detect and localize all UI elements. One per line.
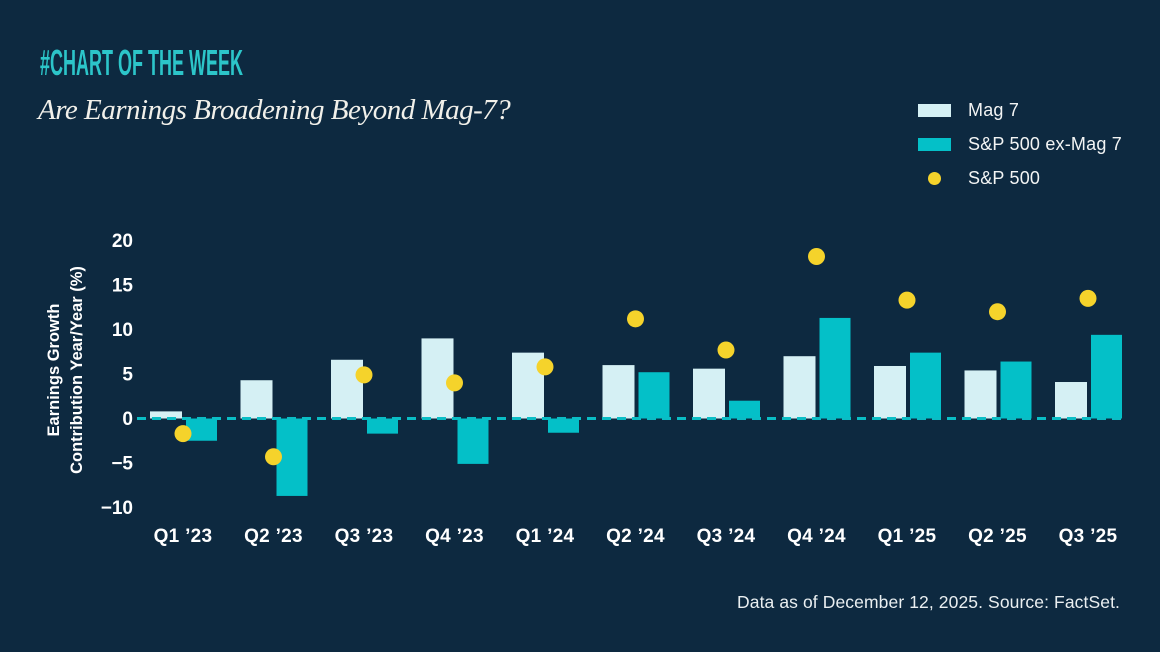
y-tick-label: 10 <box>112 320 133 341</box>
y-tick-label: 0 <box>122 409 133 430</box>
bar-mag7-2 <box>331 359 363 419</box>
x-tick-label: Q4 ’24 <box>787 526 846 547</box>
dot-sp500-0 <box>174 425 192 443</box>
dot-sp500-9 <box>989 303 1006 321</box>
legend-label: S&P 500 ex-Mag 7 <box>968 133 1122 154</box>
dot-sp500-5 <box>627 310 644 328</box>
x-tick-label: Q1 ’23 <box>154 526 213 547</box>
dot-sp500-1 <box>265 448 282 466</box>
bar-mag7-8 <box>874 365 906 419</box>
dot-sp500-2 <box>355 366 373 384</box>
dot-sp500-10 <box>1079 289 1097 307</box>
bar-sp500-ex-mag7-0 <box>186 418 217 441</box>
mag7-swatch-icon <box>918 103 951 117</box>
bar-mag7-10 <box>1055 382 1087 419</box>
x-tick-label: Q4 ’23 <box>425 526 484 547</box>
y-tick-label: −5 <box>111 454 133 475</box>
y-tick-label: 20 <box>112 231 133 252</box>
legend-item-sp500: S&P 500 <box>918 168 1122 188</box>
bar-sp500-ex-mag7-5 <box>638 372 670 419</box>
sp500-ex-mag7-swatch-icon <box>918 137 951 151</box>
y-tick-label: 5 <box>122 365 133 386</box>
bar-sp500-ex-mag7-10 <box>1091 334 1122 419</box>
dot-sp500-6 <box>717 341 735 359</box>
bar-mag7-7 <box>783 356 816 419</box>
bar-mag7-5 <box>602 365 635 419</box>
x-tick-label: Q3 ’25 <box>1059 526 1118 547</box>
chart-legend: Mag 7 S&P 500 ex-Mag 7 S&P 500 <box>918 100 1122 188</box>
bar-mag7-6 <box>693 368 725 419</box>
bar-sp500-ex-mag7-9 <box>1000 361 1032 419</box>
legend-item-mag7: Mag 7 <box>918 100 1122 120</box>
y-tick-label: 15 <box>112 276 134 297</box>
dot-sp500-4 <box>536 358 554 376</box>
dot-sp500-8 <box>898 291 916 309</box>
bar-mag7-0 <box>150 411 182 419</box>
dot-sp500-7 <box>808 248 825 266</box>
x-tick-label: Q3 ’24 <box>697 526 756 547</box>
sp500-dot-icon <box>928 171 941 185</box>
sp500-dot-swatch-wrap <box>918 171 951 185</box>
bar-sp500-ex-mag7-7 <box>819 317 851 419</box>
y-tick-label: −10 <box>101 498 133 519</box>
y-axis-title-line2: Contribution Year/Year (%) <box>68 266 86 474</box>
y-axis-title: Earnings Growth Contribution Year/Year (%… <box>45 266 86 474</box>
page-kicker: #CHART OF THE WEEK <box>40 42 244 83</box>
x-tick-label: Q2 ’23 <box>244 526 303 547</box>
x-tick-label: Q1 ’24 <box>516 526 575 547</box>
source-note: Data as of December 12, 2025. Source: Fa… <box>737 592 1120 612</box>
legend-item-sp500-ex-mag7: S&P 500 ex-Mag 7 <box>918 134 1122 154</box>
legend-label: S&P 500 <box>968 167 1041 188</box>
bar-sp500-ex-mag7-6 <box>729 400 760 419</box>
x-tick-label: Q3 ’23 <box>335 526 394 547</box>
x-tick-label: Q2 ’24 <box>606 526 665 547</box>
x-tick-label: Q1 ’25 <box>878 526 937 547</box>
bar-sp500-ex-mag7-2 <box>367 418 398 434</box>
bar-sp500-ex-mag7-8 <box>910 352 941 419</box>
y-axis-title-line1: Earnings Growth <box>45 304 63 437</box>
bar-mag7-9 <box>964 370 997 419</box>
bar-sp500-ex-mag7-4 <box>548 418 579 433</box>
dot-sp500-3 <box>446 374 463 392</box>
page-title: Are Earnings Broadening Beyond Mag-7? <box>38 94 511 126</box>
bar-mag7-1 <box>240 380 273 419</box>
legend-label: Mag 7 <box>968 99 1020 120</box>
bar-sp500-ex-mag7-3 <box>457 418 489 464</box>
x-tick-label: Q2 ’25 <box>968 526 1027 547</box>
